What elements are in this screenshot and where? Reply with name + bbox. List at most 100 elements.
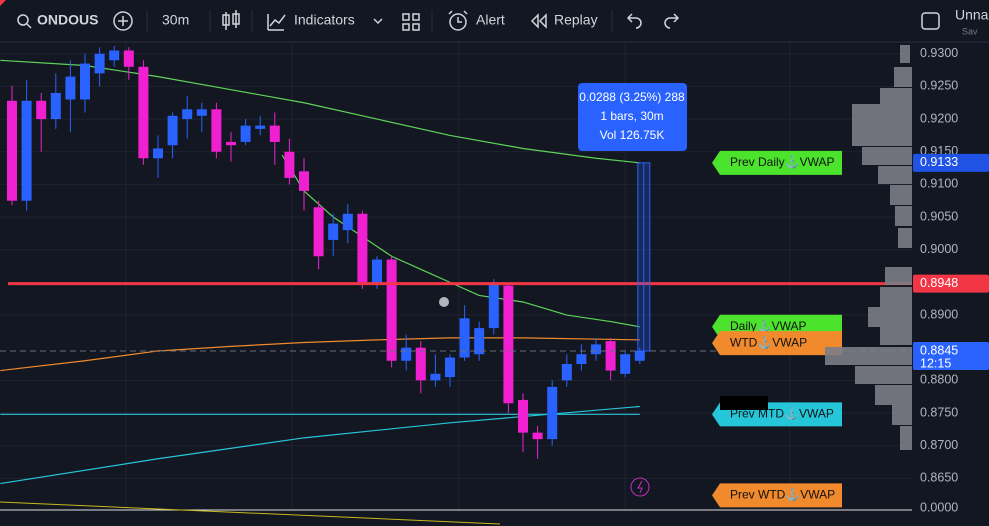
search-icon[interactable] bbox=[17, 14, 29, 26]
symbol[interactable]: ONDOUS bbox=[37, 12, 98, 28]
candle-body bbox=[65, 76, 76, 100]
replay-icon[interactable] bbox=[530, 13, 547, 29]
y-tick-label: 0.8650 bbox=[920, 471, 958, 485]
candle-body bbox=[401, 347, 412, 361]
search-icon bbox=[26, 23, 32, 29]
candle-body bbox=[226, 141, 236, 146]
vwap-flag-label: Prev Daily⚓VWAP bbox=[730, 155, 835, 169]
candle-body bbox=[284, 151, 295, 178]
price-tag-label: 0.8845 bbox=[920, 343, 958, 357]
candle-body bbox=[561, 364, 572, 381]
candle-body bbox=[109, 50, 120, 61]
layout-name[interactable]: Unna bbox=[955, 7, 989, 23]
candle-body bbox=[474, 328, 485, 355]
y-tick-label: 0.8700 bbox=[920, 438, 958, 452]
y-tick-label: 0.9300 bbox=[920, 46, 958, 60]
candle-body bbox=[605, 341, 616, 371]
vwap-flag bbox=[712, 483, 842, 508]
add-symbol-icon bbox=[118, 16, 128, 26]
candle-body bbox=[167, 115, 178, 146]
candle-body bbox=[415, 347, 426, 381]
corner bbox=[0, 0, 6, 6]
candle-body bbox=[255, 125, 266, 129]
candle-body bbox=[591, 344, 601, 355]
templates[interactable] bbox=[402, 13, 420, 31]
alert[interactable]: Alert bbox=[476, 12, 505, 28]
vwap-flag bbox=[712, 331, 842, 356]
price-tag bbox=[913, 274, 989, 293]
y-tick-label: 0.9100 bbox=[920, 177, 958, 191]
countdown: 12:15 bbox=[920, 356, 951, 370]
volume-profile bbox=[825, 45, 912, 450]
vwap-flag bbox=[712, 150, 842, 175]
chart-type[interactable] bbox=[222, 10, 240, 30]
replay[interactable]: Replay bbox=[554, 12, 598, 28]
lower-pane-label: 0.0000 bbox=[920, 500, 958, 514]
candle-body bbox=[211, 109, 222, 152]
indicators-menu[interactable] bbox=[373, 18, 383, 25]
alert-icon[interactable] bbox=[449, 13, 467, 31]
label-box bbox=[720, 396, 768, 410]
candle-body bbox=[123, 50, 134, 67]
candle-body bbox=[269, 125, 280, 142]
vwap-line bbox=[0, 405, 640, 485]
y-tick-label: 0.8800 bbox=[920, 373, 958, 387]
y-tick-label: 0.8900 bbox=[920, 307, 958, 321]
candle-body bbox=[518, 399, 528, 433]
candle-body bbox=[240, 125, 251, 142]
event-icon bbox=[637, 480, 643, 494]
candle-body bbox=[196, 109, 207, 116]
y-tick-label: 0.8750 bbox=[920, 405, 958, 419]
toolbar bbox=[0, 0, 989, 42]
vwap-line bbox=[0, 59, 640, 164]
price-tag bbox=[913, 341, 989, 370]
candle-body bbox=[153, 148, 163, 159]
candle-body bbox=[547, 386, 558, 440]
candle-body bbox=[182, 109, 193, 120]
indicators-icon[interactable] bbox=[267, 14, 286, 31]
measure-box bbox=[578, 83, 687, 151]
layout-icon[interactable] bbox=[921, 12, 940, 30]
y-tick-label: 0.9250 bbox=[920, 79, 958, 93]
interval[interactable]: 30m bbox=[162, 12, 189, 28]
candle-body bbox=[94, 53, 105, 74]
price-tag bbox=[913, 153, 989, 172]
price-tag-label: 0.9133 bbox=[920, 155, 958, 169]
plot: 0.0288 (3.25%) 288 1 bars, 30m Vol 126.75K… bbox=[0, 45, 912, 508]
candle-body bbox=[634, 350, 645, 361]
candle-body bbox=[532, 432, 543, 440]
candle-body bbox=[459, 318, 470, 358]
price-axis: 0.93000.92500.92000.91500.91000.90500.90… bbox=[913, 46, 989, 485]
event-icon[interactable] bbox=[630, 477, 650, 497]
vwap-line bbox=[281, 154, 640, 328]
candle-body bbox=[21, 100, 32, 201]
add-symbol[interactable] bbox=[113, 11, 133, 31]
candle-body bbox=[386, 259, 397, 361]
measure-text: 1 bars, 30m bbox=[600, 109, 663, 123]
lower-pane-line bbox=[0, 501, 501, 525]
marker[interactable] bbox=[439, 297, 449, 307]
vwap-flag-label: Prev WTD⚓VWAP bbox=[730, 487, 835, 501]
candle-body bbox=[299, 171, 309, 191]
candle-body bbox=[342, 213, 353, 231]
measure-text: 0.0288 (3.25%) 288 bbox=[579, 90, 685, 104]
candle-body bbox=[36, 100, 47, 120]
vwap-flag-label: Daily⚓VWAP bbox=[730, 319, 807, 333]
layout-status: Sav bbox=[962, 26, 978, 36]
candle-body bbox=[7, 100, 17, 201]
candle-body bbox=[488, 282, 499, 329]
candle-body bbox=[313, 207, 324, 257]
candle-body bbox=[576, 354, 587, 365]
undo[interactable] bbox=[626, 13, 642, 29]
candle-body bbox=[445, 357, 455, 378]
candle-body bbox=[50, 92, 61, 120]
y-tick-label: 0.9200 bbox=[920, 111, 958, 125]
measure-text: Vol 126.75K bbox=[600, 128, 665, 142]
redo[interactable] bbox=[664, 13, 680, 29]
candle-body bbox=[357, 213, 368, 283]
indicators[interactable]: Indicators bbox=[294, 12, 355, 28]
candle-body bbox=[138, 66, 149, 159]
vwap-flag-label: WTD⚓VWAP bbox=[730, 335, 807, 349]
